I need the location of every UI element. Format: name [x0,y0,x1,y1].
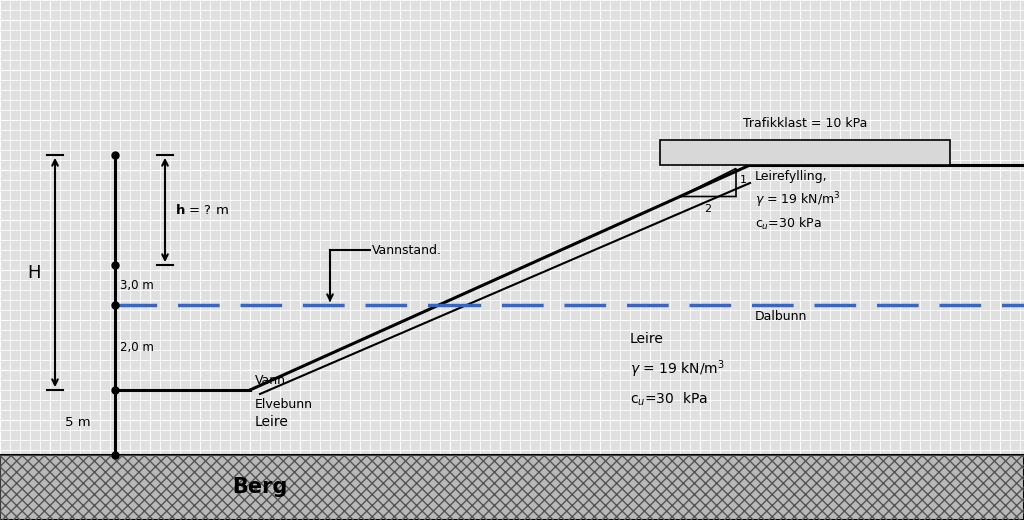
Text: 5 m: 5 m [65,416,91,429]
Bar [660,140,950,165]
Bar [0,455,1024,520]
Text: Dalbunn: Dalbunn [755,310,807,323]
Bar [0,455,1024,520]
Text: Vannstand.: Vannstand. [372,243,442,256]
Text: Leirefylling,
$\gamma$ = 19 kN/m$^3$
c$_u$=30 kPa: Leirefylling, $\gamma$ = 19 kN/m$^3$ c$_… [755,170,841,231]
Text: Vann: Vann [255,374,286,387]
Text: H: H [28,264,41,281]
Text: Trafikklast = 10 kPa: Trafikklast = 10 kPa [742,117,867,130]
Text: Berg: Berg [232,477,288,497]
Text: 3,0 m: 3,0 m [120,279,154,292]
Text: Elvebunn: Elvebunn [255,398,313,411]
Text: 2: 2 [705,204,712,214]
Text: Leire
$\gamma$ = 19 kN/m$^3$
c$_u$=30  kPa: Leire $\gamma$ = 19 kN/m$^3$ c$_u$=30 kP… [630,332,725,408]
Text: 2,0 m: 2,0 m [120,341,154,354]
Text: $\mathbf{h}$ = ? m: $\mathbf{h}$ = ? m [175,203,229,217]
Text: 1: 1 [740,175,746,185]
Text: Leire: Leire [255,415,289,430]
